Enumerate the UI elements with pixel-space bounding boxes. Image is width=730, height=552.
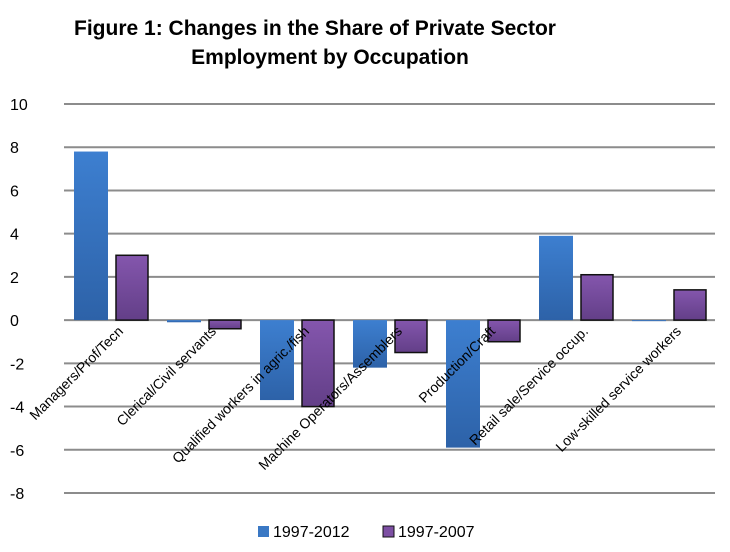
y-tick-label: 6 [10,183,19,200]
legend-label: 1997-2012 [273,524,350,541]
y-tick-label: -8 [10,486,24,503]
bar-1997-2007 [208,319,242,330]
title-line-1: Figure 1: Changes in the Share of Privat… [74,17,556,40]
bar-1997-2012 [74,151,108,321]
y-tick-label: 0 [10,313,19,330]
y-tick-label: 4 [10,227,19,244]
y-tick-label: 2 [10,270,19,287]
title-line-2: Employment by Occupation [191,46,469,69]
bar-1997-2012 [260,320,294,401]
bar-1997-2012 [167,320,201,323]
bar-1997-2012 [446,320,480,448]
bar-1997-2007 [115,254,149,321]
bar-1997-2007 [580,273,614,321]
bar-1997-2007 [394,319,428,354]
y-tick-label: 8 [10,140,19,157]
x-tick-label: Clerical/Civil servants [113,323,219,429]
bar-1997-2012 [353,320,387,368]
bar-1997-2007 [487,319,521,343]
y-tick-label: 10 [10,97,28,114]
x-tick-label: Managers/Prof/Tecn [26,323,126,423]
bar-1997-2012 [539,235,573,321]
chart-title: Figure 1: Changes in the Share of Privat… [0,14,630,72]
bar-1997-2007 [673,289,707,321]
y-tick-label: -2 [10,356,24,373]
y-tick-label: -6 [10,443,24,460]
legend-swatch [382,525,395,538]
y-tick-label: -4 [10,400,24,417]
legend-label: 1997-2007 [398,524,475,541]
legend-swatch [258,526,269,537]
bar-1997-2012 [632,320,666,322]
bar-1997-2007 [301,319,335,408]
